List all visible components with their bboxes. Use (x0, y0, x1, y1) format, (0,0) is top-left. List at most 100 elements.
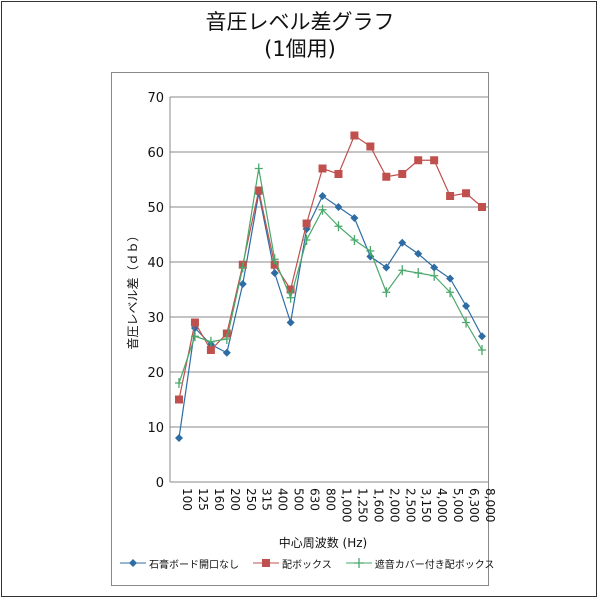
chart-subtitle: (1個用) (264, 37, 336, 61)
legend-marker-square-icon (253, 559, 279, 567)
data-point-s0-18 (462, 302, 471, 310)
data-point-s1-5 (254, 186, 263, 195)
data-point-s1-7 (286, 285, 295, 294)
x-tick-label-18: 6,300 (467, 488, 481, 522)
x-tick-label-12: 1,600 (371, 488, 385, 522)
x-tick-label-17: 5,000 (451, 488, 465, 522)
x-tick-label-8: 630 (308, 488, 322, 511)
x-tick-label-9: 800 (324, 488, 338, 511)
data-point-s0-13 (382, 263, 391, 272)
data-point-s1-19 (478, 203, 486, 211)
x-tick-label-6: 400 (276, 488, 290, 511)
data-point-s1-10 (334, 170, 343, 178)
data-point-s2-18 (462, 317, 471, 328)
series-line-0 (178, 193, 483, 439)
data-point-s2-19 (478, 345, 486, 355)
data-point-s2-13 (382, 287, 391, 298)
y-tick-label-20: 20 (147, 366, 164, 381)
data-point-s0-17 (446, 274, 455, 283)
data-point-s0-3 (222, 348, 231, 357)
data-point-s2-9 (318, 204, 327, 215)
data-point-s0-11 (350, 214, 359, 222)
data-point-s0-0 (175, 434, 183, 442)
data-point-s2-15 (414, 268, 423, 278)
data-point-s0-14 (398, 238, 407, 247)
data-point-s2-16 (430, 270, 439, 281)
x-tick-label-11: 1,250 (355, 488, 369, 522)
x-tick-label-15: 3,150 (419, 488, 433, 522)
x-tick-label-4: 250 (244, 488, 258, 511)
data-point-s0-15 (414, 249, 423, 258)
data-point-s1-15 (414, 156, 423, 165)
chart-area-frame (111, 72, 489, 586)
data-point-s1-8 (302, 219, 311, 228)
data-point-s2-0 (175, 378, 183, 388)
data-point-s1-12 (366, 142, 375, 151)
data-point-s1-17 (446, 192, 455, 200)
data-point-s0-9 (318, 192, 327, 200)
legend-label-series-1: 配ボックス (282, 559, 332, 571)
x-tick-label-10: 1,000 (339, 488, 353, 522)
data-point-s2-2 (206, 336, 215, 347)
legend-item-series-2: 遮音カバー付き配ボックス (345, 556, 495, 571)
data-point-s2-17 (446, 287, 455, 298)
y-tick-label-10: 10 (147, 421, 164, 436)
data-point-s1-0 (175, 395, 183, 404)
x-tick-label-19: 8,000 (483, 488, 497, 522)
x-tick-label-13: 2,000 (387, 488, 401, 522)
y-tick-label-40: 40 (147, 256, 164, 271)
data-point-s2-7 (286, 292, 295, 303)
x-tick-label-16: 4,000 (435, 488, 449, 522)
data-point-s2-1 (190, 331, 199, 342)
y-tick-label-70: 70 (147, 91, 164, 106)
legend-label-series-0: 石膏ボード開口なし (149, 559, 239, 571)
y-tick-label-60: 60 (147, 146, 164, 161)
x-tick-label-0: 100 (180, 488, 194, 511)
data-point-s1-2 (206, 346, 215, 354)
data-point-s2-6 (270, 254, 279, 265)
chart-title: 音圧レベル差グラフ (205, 10, 395, 34)
data-point-s0-6 (270, 269, 279, 277)
data-point-s2-4 (238, 262, 247, 273)
legend: 石膏ボード開口なし 配ボックス 遮音カバー付き配ボックス (120, 553, 494, 573)
data-point-s1-11 (350, 131, 359, 140)
x-tick-label-14: 2,500 (403, 488, 417, 522)
x-tick-label-2: 160 (212, 488, 226, 511)
y-tick-label-50: 50 (147, 201, 164, 216)
data-point-s2-10 (334, 221, 343, 232)
data-point-s2-12 (366, 246, 375, 256)
data-point-s1-16 (430, 156, 439, 165)
data-point-s1-3 (222, 329, 231, 338)
data-point-s0-19 (478, 332, 486, 341)
data-point-s1-13 (382, 172, 391, 181)
data-point-s0-12 (366, 252, 375, 261)
legend-label-series-2: 遮音カバー付き配ボックス (374, 559, 495, 571)
x-tick-label-1: 125 (196, 488, 210, 511)
legend-marker-diamond-icon (120, 559, 146, 567)
data-point-s2-14 (398, 265, 407, 276)
x-tick-label-7: 500 (292, 488, 306, 511)
data-point-s1-14 (398, 170, 407, 178)
data-point-s1-18 (462, 189, 471, 198)
legend-item-series-1: 配ボックス (253, 556, 332, 571)
x-tick-label-3: 200 (228, 488, 242, 511)
x-axis-title: 中心周波数 (Hz) (279, 535, 368, 550)
x-tick-label-5: 315 (260, 488, 274, 511)
data-point-s1-1 (190, 318, 199, 327)
data-point-s2-11 (350, 235, 359, 245)
legend-marker-plus-icon (345, 558, 372, 568)
y-tick-label-0: 0 (156, 476, 164, 491)
y-axis-title: 音圧レベル差（ｄｂ） (125, 229, 140, 349)
data-point-s2-3 (222, 334, 231, 344)
y-tick-label-30: 30 (147, 311, 164, 326)
data-point-s0-7 (286, 318, 295, 327)
data-point-s1-6 (270, 260, 279, 269)
legend-item-series-0: 石膏ボード開口なし (120, 556, 239, 571)
data-point-s0-16 (430, 263, 439, 272)
data-point-s2-8 (302, 235, 311, 245)
data-point-s0-10 (334, 203, 343, 211)
data-point-s2-5 (254, 163, 263, 174)
data-point-s1-9 (318, 164, 327, 173)
